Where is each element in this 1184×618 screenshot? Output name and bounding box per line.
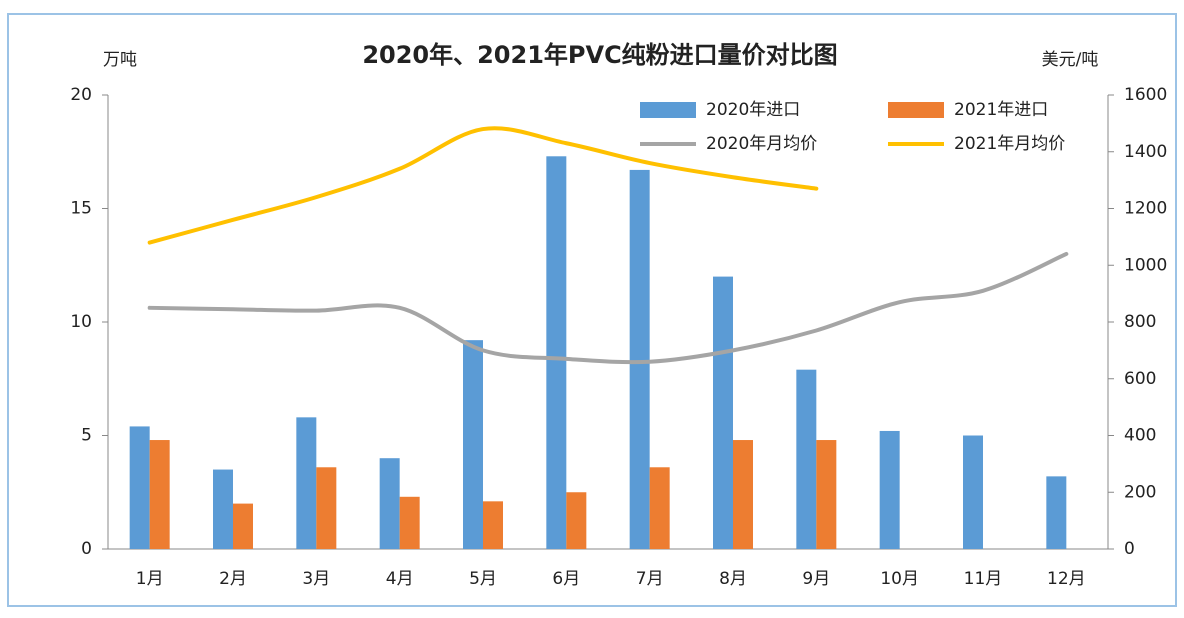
x-tick-label: 2月	[219, 569, 247, 589]
bar	[129, 426, 150, 549]
y-tick-label: 0	[81, 539, 92, 559]
y2-tick-label: 800	[1124, 312, 1156, 332]
y2-tick-label: 600	[1124, 369, 1156, 389]
bar	[399, 496, 420, 549]
y-tick-label: 10	[70, 312, 92, 332]
bar	[546, 156, 567, 550]
bar	[483, 501, 503, 549]
bar	[963, 435, 983, 549]
x-tick-label: 9月	[802, 569, 830, 589]
line	[147, 251, 1069, 365]
chart-title: 2020年、2021年PVC纯粉进口量价对比图	[362, 41, 837, 69]
bar	[733, 440, 753, 549]
x-tick-label: 11月	[964, 569, 1003, 589]
bar	[796, 369, 817, 549]
y2-tick-label: 400	[1124, 426, 1156, 446]
y-axis-label: 万吨	[103, 50, 137, 70]
legend-swatch	[640, 102, 696, 118]
x-tick-label: 10月	[880, 569, 919, 589]
legend-label: 2020年月均价	[706, 134, 817, 154]
y2-tick-label: 1400	[1124, 142, 1167, 162]
legend-label: 2021年进口	[954, 100, 1048, 120]
y2-axis-label: 美元/吨	[1042, 50, 1099, 70]
legend-swatch	[888, 102, 944, 118]
x-tick-label: 4月	[386, 569, 414, 589]
x-tick-label: 6月	[552, 569, 580, 589]
bar	[213, 469, 233, 549]
x-tick-label: 3月	[302, 569, 330, 589]
y2-tick-label: 0	[1124, 539, 1135, 559]
bar	[463, 340, 483, 549]
bar	[149, 440, 170, 549]
bar	[233, 503, 253, 549]
legend-label: 2020年进口	[706, 100, 800, 120]
bar	[713, 276, 733, 549]
y-tick-label: 20	[70, 85, 92, 105]
y-tick-label: 15	[70, 199, 92, 219]
bar	[879, 430, 900, 549]
x-tick-label: 7月	[636, 569, 664, 589]
y2-tick-label: 1200	[1124, 199, 1167, 219]
y2-tick-label: 200	[1124, 482, 1156, 502]
bar	[379, 458, 400, 549]
bar	[1046, 476, 1067, 549]
bar	[296, 417, 317, 549]
bar	[629, 169, 650, 549]
bar	[316, 467, 337, 549]
line	[147, 126, 819, 245]
y-tick-label: 5	[81, 426, 92, 446]
legend-label: 2021年月均价	[954, 134, 1065, 154]
x-tick-label: 12月	[1047, 569, 1086, 589]
bar	[566, 492, 587, 549]
y2-tick-label: 1600	[1124, 85, 1167, 105]
bar	[816, 440, 837, 549]
x-tick-label: 8月	[719, 569, 747, 589]
x-tick-label: 1月	[136, 569, 164, 589]
y2-tick-label: 1000	[1124, 255, 1167, 275]
bar	[649, 467, 670, 549]
x-tick-label: 5月	[469, 569, 497, 589]
